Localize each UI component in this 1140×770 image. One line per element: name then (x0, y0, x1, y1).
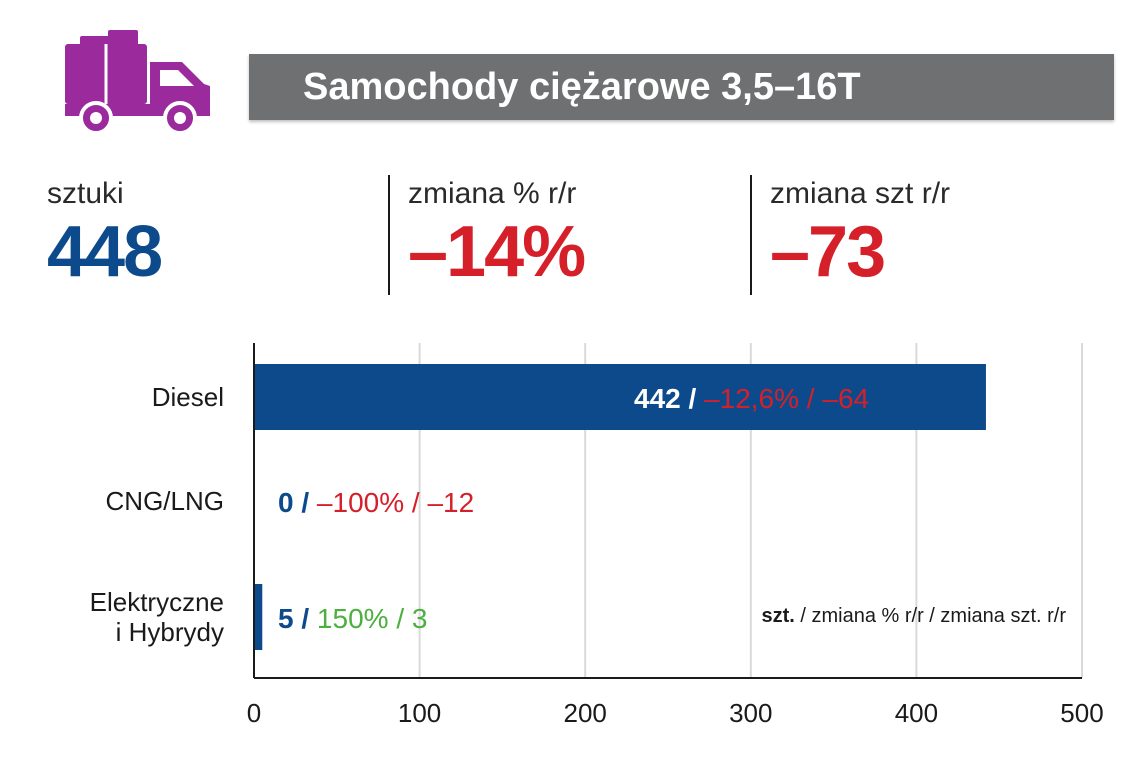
x-tick-label: 200 (564, 698, 607, 728)
category-label: Diesel (152, 382, 224, 412)
stat-change-pct: zmiana % r/r –14% (408, 176, 586, 292)
category-label-line: i Hybrydy (116, 617, 224, 647)
legend-note: szt. / zmiana % r/r / zmiana szt. r/r (761, 605, 1066, 627)
category-label-line: Elektryczne (90, 587, 224, 617)
stat-change-units: zmiana szt r/r –73 (770, 176, 950, 290)
stat-change-units-label: zmiana szt r/r (770, 177, 951, 210)
stat-change-pct-label: zmiana % r/r (408, 177, 577, 210)
stat-units-value: 448 (47, 212, 163, 292)
x-tick-label: 100 (398, 698, 441, 728)
data-label-sep: / (294, 487, 317, 518)
category-label-line: CNG/LNG (106, 486, 224, 516)
x-tick-label: 500 (1060, 698, 1103, 728)
stat-change-pct-value: –14% (408, 212, 586, 292)
bar-diesel (254, 364, 986, 430)
divider (750, 175, 752, 295)
data-label-sep: / (681, 383, 704, 414)
legend-note-rest: / zmiana % r/r / zmiana szt. r/r (795, 605, 1067, 627)
category-label: Elektryczne i Hybrydy (90, 587, 224, 647)
legend-note-bold: szt. (761, 605, 794, 627)
divider (388, 175, 390, 295)
data-label-sep: / (294, 603, 317, 634)
category-label-line: Diesel (152, 382, 224, 412)
bar-elektryczne-i-hybrydy (254, 584, 263, 650)
stat-units-label: sztuki (47, 177, 124, 210)
data-label-count: 5 (278, 603, 294, 634)
data-label: 442 / –12,6% / –64 (634, 383, 869, 414)
data-label-count: 442 (634, 383, 681, 414)
page-title: Samochody ciężarowe 3,5–16T (303, 66, 861, 108)
x-tick-label: 400 (895, 698, 938, 728)
stat-units: sztuki 448 (47, 176, 163, 292)
x-tick-label: 0 (247, 698, 261, 728)
data-label-change: –100% / –12 (317, 487, 474, 518)
category-label: CNG/LNG (106, 486, 224, 516)
data-label: 0 / –100% / –12 (278, 487, 474, 518)
truck-icon (65, 30, 210, 134)
title-bar: Samochody ciężarowe 3,5–16T (249, 54, 1114, 120)
data-label-change: –12,6% / –64 (704, 383, 869, 414)
data-label-count: 0 (278, 487, 294, 518)
data-label: 5 / 150% / 3 (278, 603, 427, 634)
stat-change-units-value: –73 (770, 212, 886, 292)
x-tick-label: 300 (729, 698, 772, 728)
data-label-change: 150% / 3 (317, 603, 428, 634)
